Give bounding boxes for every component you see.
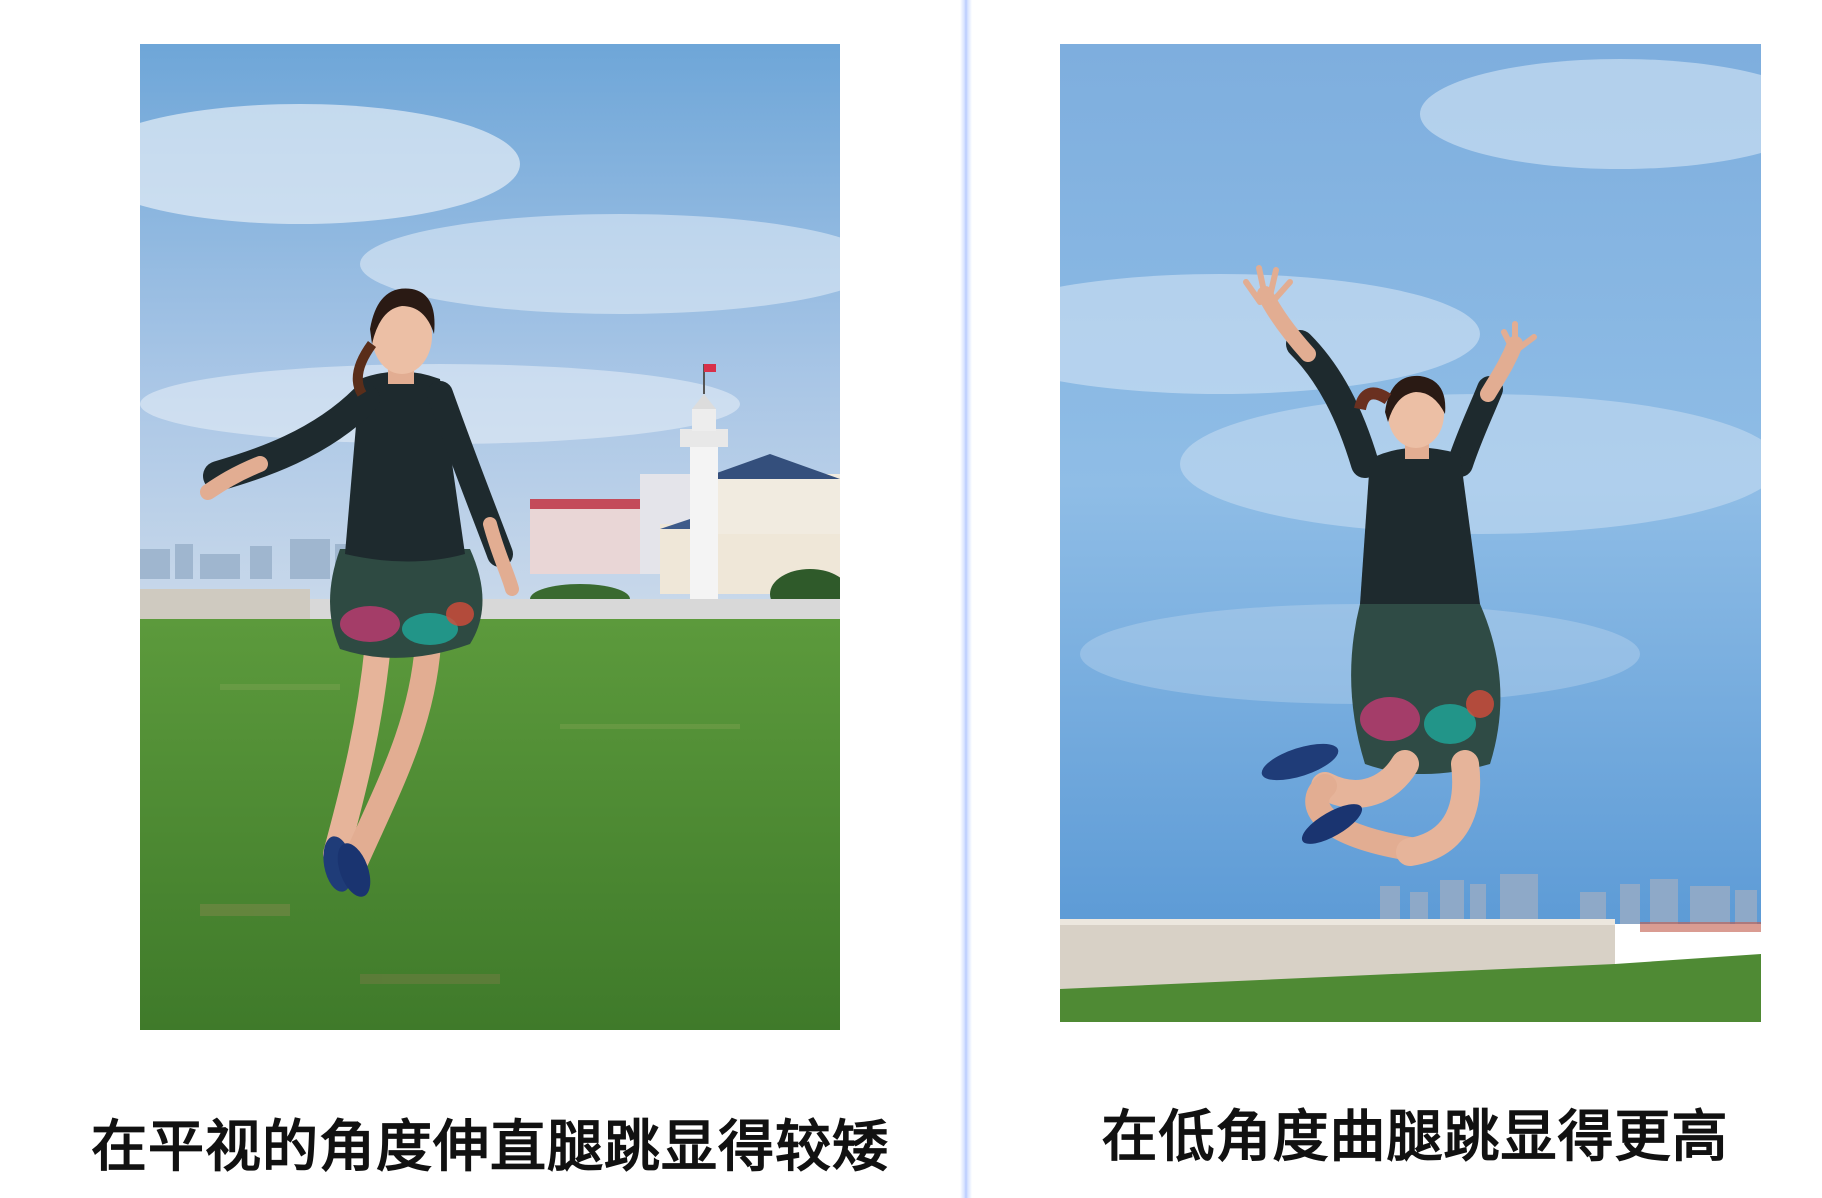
distant-skyline [1380,874,1757,924]
left-photo-straight-leg-jump [140,44,840,1030]
cloud [1420,59,1761,169]
lighthouse-tower [680,364,728,614]
red-shoreline [1640,922,1761,932]
grass-field [1060,954,1761,1022]
cloud [140,104,520,224]
jumping-girl [200,288,519,897]
cloud [1060,274,1480,394]
shoe [1301,804,1363,844]
jumping-girl [1243,265,1537,866]
cloud [360,214,840,314]
seawall [140,589,310,624]
panel-divider [960,0,972,1198]
shoe [1261,743,1339,781]
grass-texture [200,684,740,984]
right-photo-bent-leg-jump [1060,44,1761,1022]
caption-left: 在平视的角度伸直腿跳显得较矮 [91,1115,889,1180]
face [372,298,432,374]
right-panel: 在低角度曲腿跳显得更高 [969,0,1822,1198]
shoe [337,843,371,897]
grass-field [140,619,840,1030]
caption-right: 在低角度曲腿跳显得更高 [1101,1105,1729,1170]
left-panel: 在平视的角度伸直腿跳显得较矮 [91,44,889,1180]
